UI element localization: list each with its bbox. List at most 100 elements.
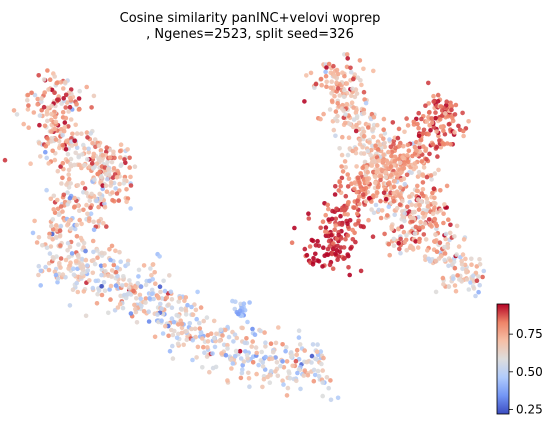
- scatter-point: [101, 220, 106, 226]
- scatter-point: [89, 105, 94, 110]
- scatter-point: [315, 342, 320, 347]
- scatter-point: [343, 112, 348, 117]
- scatter-point: [435, 154, 440, 159]
- scatter-point: [384, 158, 390, 164]
- scatter-point: [430, 190, 435, 196]
- scatter-point: [344, 101, 350, 107]
- scatter-point: [401, 176, 407, 181]
- scatter-point: [327, 262, 333, 268]
- scatter-point: [201, 318, 206, 324]
- scatter-point: [190, 337, 195, 343]
- scatter-point: [50, 254, 56, 260]
- scatter-point: [86, 146, 91, 152]
- scatter-point: [421, 144, 426, 149]
- scatter-point: [340, 169, 346, 174]
- scatter-point: [449, 262, 455, 267]
- scatter-point: [110, 190, 115, 195]
- scatter-point: [118, 259, 123, 265]
- scatter-point: [374, 169, 380, 175]
- scatter-point: [63, 147, 69, 152]
- scatter-point: [396, 226, 401, 232]
- scatter-point: [361, 151, 367, 156]
- scatter-point: [65, 223, 70, 228]
- scatter-point: [420, 180, 426, 185]
- scatter-point: [477, 282, 483, 288]
- scatter-point: [328, 378, 333, 383]
- scatter-point: [98, 148, 104, 153]
- scatter-point: [369, 207, 374, 212]
- scatter-point: [238, 301, 243, 307]
- scatter-point: [313, 243, 319, 248]
- scatter-point: [455, 273, 460, 278]
- scatter-point: [96, 288, 102, 293]
- scatter-point: [355, 198, 360, 204]
- scatter-point: [346, 265, 351, 270]
- scatter-point: [43, 264, 48, 270]
- scatter-point: [363, 199, 369, 204]
- scatter-point: [345, 212, 351, 217]
- scatter-point: [78, 235, 84, 241]
- scatter-point: [370, 193, 376, 198]
- scatter-point: [332, 192, 338, 197]
- scatter-point: [87, 198, 93, 203]
- scatter-point: [313, 81, 319, 87]
- scatter-point: [25, 98, 30, 103]
- scatter-point: [62, 120, 68, 125]
- scatter-point: [345, 152, 351, 158]
- scatter-point: [87, 278, 92, 283]
- scatter-point: [294, 378, 299, 384]
- scatter-point: [210, 351, 215, 356]
- scatter-point: [421, 127, 427, 133]
- scatter-point: [95, 248, 100, 253]
- scatter-point: [111, 262, 117, 268]
- scatter-point: [114, 191, 120, 196]
- scatter-point: [409, 202, 415, 207]
- scatter-point: [75, 253, 81, 258]
- scatter-point: [414, 148, 420, 153]
- scatter-point: [46, 161, 51, 166]
- scatter-point: [205, 345, 210, 350]
- scatter-point: [463, 256, 468, 262]
- scatter-point: [108, 183, 113, 188]
- scatter-point: [102, 205, 108, 210]
- scatter-point: [424, 119, 430, 124]
- scatter-point: [68, 181, 73, 186]
- scatter-point: [381, 116, 387, 122]
- scatter-point: [94, 301, 100, 306]
- scatter-point: [396, 193, 402, 198]
- scatter-point: [410, 245, 416, 251]
- scatter-point: [82, 186, 88, 191]
- scatter-point: [97, 169, 102, 175]
- scatter-point: [110, 197, 115, 203]
- scatter-point: [74, 145, 80, 150]
- scatter-point: [268, 368, 274, 374]
- scatter-point: [44, 187, 49, 193]
- scatter-point: [220, 333, 225, 338]
- scatter-point: [171, 319, 177, 325]
- scatter-point: [341, 256, 347, 262]
- scatter-point: [335, 86, 341, 91]
- scatter-point: [45, 105, 50, 111]
- scatter-point: [302, 348, 308, 353]
- scatter-point: [50, 148, 55, 154]
- scatter-point: [72, 204, 77, 209]
- scatter-point: [67, 195, 73, 201]
- scatter-point: [117, 148, 123, 154]
- scatter-point: [442, 251, 448, 256]
- scatter-point: [118, 163, 124, 168]
- scatter-point: [149, 273, 154, 278]
- scatter-point: [225, 342, 230, 348]
- scatter-point: [82, 146, 87, 151]
- scatter-point: [385, 166, 390, 171]
- colorbar-tick-label: 0.25: [516, 402, 543, 416]
- scatter-point: [229, 366, 234, 371]
- scatter-point: [53, 234, 59, 240]
- scatter-point: [421, 232, 427, 237]
- scatter-point: [442, 111, 448, 116]
- scatter-point: [46, 87, 51, 92]
- scatter-point: [37, 140, 42, 146]
- scatter-point: [250, 326, 255, 332]
- scatter-point: [88, 205, 93, 210]
- scatter-point: [127, 165, 132, 170]
- scatter-point: [267, 380, 273, 386]
